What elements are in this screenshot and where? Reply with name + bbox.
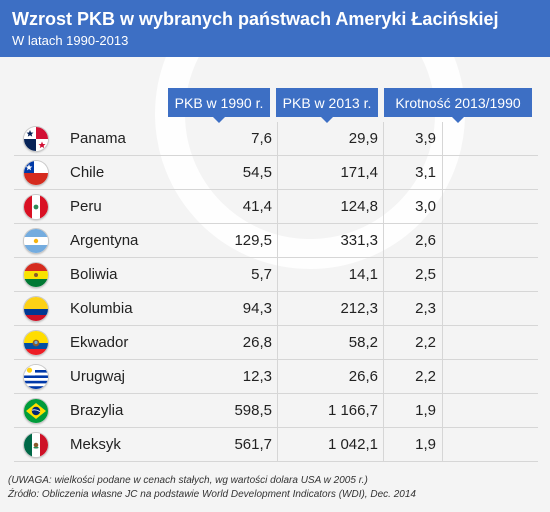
ratio-value: 2,3 (415, 300, 436, 317)
table-row: Ekwador 26,8 58,2 2,2 (14, 326, 538, 360)
gdp-2013-value: 58,2 (348, 334, 378, 351)
gdp-2013-value: 26,6 (348, 368, 378, 385)
gdp-1990-value: 94,3 (242, 300, 272, 317)
table-row: Meksyk 561,7 1 042,1 1,9 (14, 428, 538, 462)
column-divider (383, 156, 384, 190)
uruguay-flag-icon (24, 365, 48, 389)
country-name: Urugwaj (70, 368, 126, 385)
ratio-value: 2,6 (415, 232, 436, 249)
mexico-flag-icon (24, 433, 48, 457)
ratio-value: 3,1 (415, 164, 436, 181)
footnote-note: (UWAGA: wielkości podane w cenach stałyc… (8, 475, 368, 486)
column-divider (277, 258, 278, 292)
column-divider (277, 122, 278, 156)
gdp-2013-value: 14,1 (348, 266, 378, 283)
column-divider (383, 428, 384, 462)
gdp-2013-value: 124,8 (340, 198, 378, 215)
column-divider (383, 258, 384, 292)
gdp-1990-value: 561,7 (234, 436, 272, 453)
table-row: Panama 7,6 29,9 3,9 (14, 122, 538, 156)
country-name: Chile (70, 164, 105, 181)
gdp-1990-value: 129,5 (234, 232, 272, 249)
column-divider (442, 258, 443, 292)
column-divider (442, 156, 443, 190)
column-divider (442, 326, 443, 360)
column-divider (383, 360, 384, 394)
chart-subtitle: W latach 1990-2013 (12, 33, 129, 48)
column-header-gdp-1990: PKB w 1990 r. (168, 88, 270, 123)
footnote-source: Źródło: Obliczenia własne JC na podstawi… (8, 489, 416, 500)
column-divider (442, 190, 443, 224)
ratio-value: 1,9 (415, 436, 436, 453)
table-row: Brazylia 598,5 1 166,7 1,9 (14, 394, 538, 428)
country-name: Meksyk (70, 436, 121, 453)
country-name: Brazylia (70, 402, 124, 419)
column-divider (442, 122, 443, 156)
column-header-ratio: Krotność 2013/1990 (384, 88, 532, 123)
column-divider (277, 190, 278, 224)
column-divider (383, 224, 384, 258)
ratio-value: 1,9 (415, 402, 436, 419)
panama-flag-icon (24, 127, 48, 151)
ratio-value: 2,2 (415, 334, 436, 351)
column-divider (383, 292, 384, 326)
colombia-flag-icon (24, 297, 48, 321)
table-row: Chile 54,5 171,4 3,1 (14, 156, 538, 190)
gdp-1990-value: 26,8 (242, 334, 272, 351)
column-divider (442, 394, 443, 428)
gdp-2013-value: 1 042,1 (327, 436, 378, 453)
ecuador-flag-icon (24, 331, 48, 355)
chart-title: Wzrost PKB w wybranych państwach Ameryki… (12, 9, 499, 29)
ratio-value: 3,9 (415, 130, 436, 147)
column-divider (383, 326, 384, 360)
column-divider (277, 394, 278, 428)
gdp-2013-value: 331,3 (340, 232, 378, 249)
column-divider (277, 224, 278, 258)
column-divider (442, 360, 443, 394)
gdp-1990-value: 12,3 (242, 368, 272, 385)
column-divider (383, 190, 384, 224)
table-row: Peru 41,4 124,8 3,0 (14, 190, 538, 224)
chile-flag-icon (24, 161, 48, 185)
ratio-value: 2,5 (415, 266, 436, 283)
gdp-2013-value: 212,3 (340, 300, 378, 317)
column-divider (277, 360, 278, 394)
country-name: Peru (70, 198, 102, 215)
column-divider (442, 292, 443, 326)
column-divider (277, 156, 278, 190)
column-header-gdp-2013: PKB w 2013 r. (276, 88, 378, 123)
table-row: Boliwia 5,7 14,1 2,5 (14, 258, 538, 292)
country-name: Ekwador (70, 334, 129, 351)
table-row: Urugwaj 12,3 26,6 2,2 (14, 360, 538, 394)
country-name: Panama (70, 130, 126, 147)
country-name: Boliwia (70, 266, 118, 283)
table-area: PKB w 1990 r. PKB w 2013 r. Krotność 201… (0, 57, 550, 512)
brazil-flag-icon (24, 399, 48, 423)
gdp-2013-value: 1 166,7 (327, 402, 378, 419)
gdp-1990-value: 41,4 (242, 198, 272, 215)
column-divider (277, 326, 278, 360)
ratio-value: 3,0 (415, 198, 436, 215)
column-divider (277, 428, 278, 462)
column-divider (383, 122, 384, 156)
gdp-2013-value: 171,4 (340, 164, 378, 181)
column-divider (442, 224, 443, 258)
country-name: Argentyna (70, 232, 139, 249)
gdp-2013-value: 29,9 (348, 130, 378, 147)
country-name: Kolumbia (70, 300, 133, 317)
column-divider (442, 428, 443, 462)
table-row: Kolumbia 94,3 212,3 2,3 (14, 292, 538, 326)
table-row: Argentyna 129,5 331,3 2,6 (14, 224, 538, 258)
peru-flag-icon (24, 195, 48, 219)
gdp-1990-value: 54,5 (242, 164, 272, 181)
gdp-1990-value: 7,6 (251, 130, 272, 147)
argentina-flag-icon (24, 229, 48, 253)
ratio-value: 2,2 (415, 368, 436, 385)
title-banner: Wzrost PKB w wybranych państwach Ameryki… (0, 0, 550, 57)
bolivia-flag-icon (24, 263, 48, 287)
column-divider (383, 394, 384, 428)
gdp-1990-value: 598,5 (234, 402, 272, 419)
gdp-1990-value: 5,7 (251, 266, 272, 283)
column-divider (277, 292, 278, 326)
